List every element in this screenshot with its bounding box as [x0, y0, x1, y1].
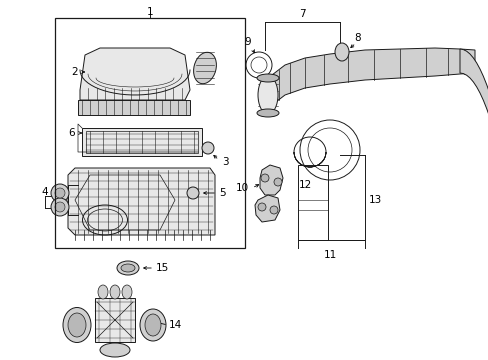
Circle shape	[258, 203, 265, 211]
Text: 11: 11	[323, 250, 336, 260]
Bar	[86, 131, 198, 153]
Text: 7: 7	[298, 9, 305, 19]
Text: 5: 5	[218, 188, 225, 198]
Ellipse shape	[145, 314, 161, 336]
Text: 10: 10	[235, 183, 248, 193]
Ellipse shape	[193, 52, 216, 84]
Polygon shape	[178, 210, 185, 222]
Circle shape	[261, 174, 268, 182]
Text: 4: 4	[41, 187, 48, 197]
Ellipse shape	[257, 74, 279, 82]
Ellipse shape	[68, 313, 86, 337]
Text: 3: 3	[221, 157, 228, 167]
Ellipse shape	[258, 76, 278, 114]
Circle shape	[269, 206, 278, 214]
Circle shape	[51, 198, 69, 216]
Circle shape	[273, 178, 282, 186]
Ellipse shape	[122, 285, 132, 299]
Ellipse shape	[117, 261, 139, 275]
Ellipse shape	[140, 309, 165, 341]
Circle shape	[202, 142, 214, 154]
Text: 1: 1	[146, 7, 153, 17]
Text: 9: 9	[244, 37, 251, 47]
Polygon shape	[267, 48, 474, 110]
Text: 14: 14	[168, 320, 181, 330]
Circle shape	[186, 187, 199, 199]
Bar	[297, 165, 327, 240]
Text: 2: 2	[72, 67, 78, 77]
Bar	[95, 298, 135, 342]
Polygon shape	[80, 48, 190, 100]
Bar	[78, 100, 190, 115]
Polygon shape	[254, 195, 280, 222]
Text: 8: 8	[354, 33, 361, 43]
Circle shape	[55, 188, 65, 198]
Text: 12: 12	[298, 180, 311, 190]
Text: 6: 6	[68, 128, 75, 138]
Circle shape	[55, 202, 65, 212]
Circle shape	[51, 184, 69, 202]
Ellipse shape	[121, 264, 135, 272]
Ellipse shape	[110, 285, 120, 299]
Ellipse shape	[98, 285, 108, 299]
Bar	[55, 18, 244, 248]
Text: 15: 15	[155, 263, 168, 273]
Ellipse shape	[257, 109, 279, 117]
Polygon shape	[459, 49, 488, 118]
Polygon shape	[260, 165, 283, 195]
Polygon shape	[68, 168, 215, 235]
Ellipse shape	[334, 43, 348, 61]
Text: 13: 13	[367, 195, 381, 205]
Ellipse shape	[63, 307, 91, 342]
Bar	[82, 128, 202, 156]
Ellipse shape	[100, 343, 130, 357]
